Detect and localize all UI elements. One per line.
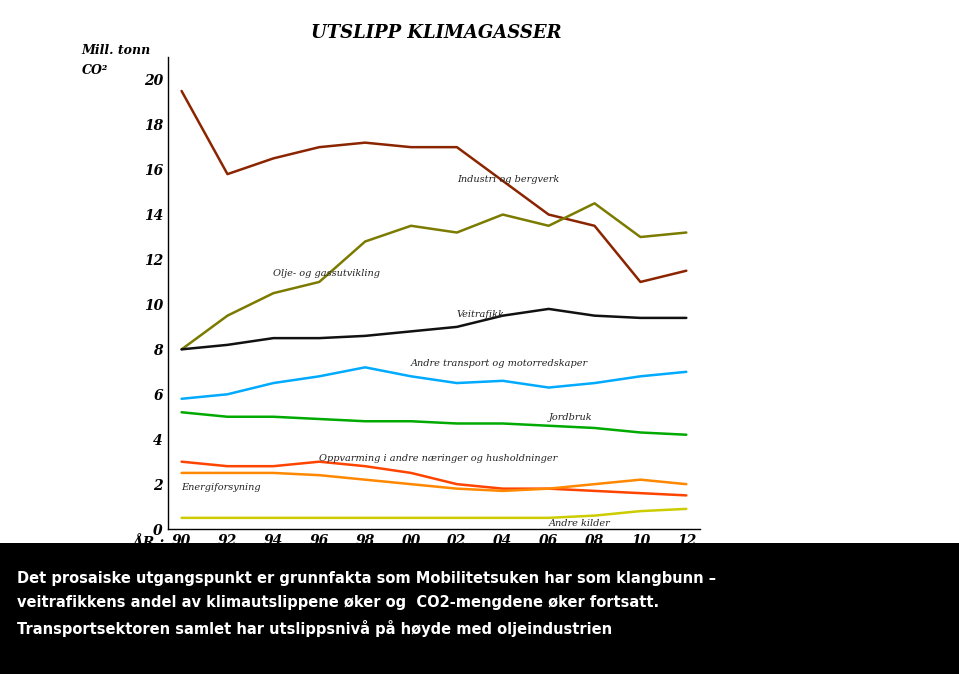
Text: Andre transport og motorredskaper: Andre transport og motorredskaper — [411, 359, 588, 368]
Text: Olje- og gassutvikling: Olje- og gassutvikling — [273, 270, 381, 278]
Text: ÅR :: ÅR : — [132, 536, 165, 550]
Text: Veitrafikk: Veitrafikk — [456, 310, 504, 319]
Text: Det prosaiske utgangspunkt er grunnfakta som Mobilitetsuken har som klangbunn –
: Det prosaiske utgangspunkt er grunnfakta… — [17, 572, 716, 637]
Text: Energiforsyning: Energiforsyning — [181, 483, 261, 492]
Text: Industri og bergverk: Industri og bergverk — [456, 175, 559, 184]
Text: Jordbruk: Jordbruk — [549, 413, 593, 422]
Text: UTSLIPP KLIMAGASSER: UTSLIPP KLIMAGASSER — [311, 24, 562, 42]
Text: Oppvarming i andre næringer og husholdninger: Oppvarming i andre næringer og husholdni… — [319, 454, 557, 462]
Text: CO²: CO² — [82, 64, 108, 77]
Text: Mill. tonn: Mill. tonn — [82, 44, 151, 57]
Text: Andre kilder: Andre kilder — [549, 519, 611, 528]
